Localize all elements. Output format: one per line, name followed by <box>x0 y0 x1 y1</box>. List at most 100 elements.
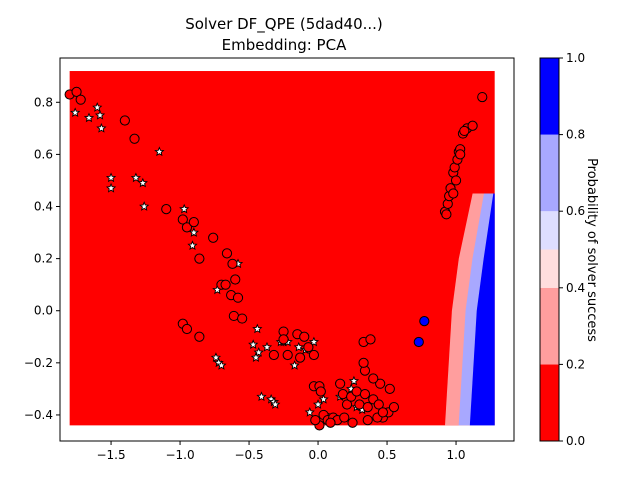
red-point <box>335 378 346 389</box>
red-point <box>227 258 238 269</box>
red-point <box>339 412 350 423</box>
red-point <box>388 402 400 413</box>
red-point <box>71 86 82 97</box>
star-point <box>179 203 190 214</box>
red-point <box>181 222 193 233</box>
y-tick-label: 0.4 <box>34 200 53 214</box>
plot-frame <box>59 57 515 442</box>
red-point <box>194 253 205 264</box>
star-point <box>130 172 142 183</box>
star-point <box>92 102 103 112</box>
colorbar-band <box>540 287 559 365</box>
red-point <box>194 331 205 342</box>
red-point <box>282 349 293 361</box>
colorbar-band <box>540 211 559 250</box>
y-tick-label: 0.6 <box>34 147 53 161</box>
colorbar-band <box>540 134 559 212</box>
colorbar-tick-label: 0.0 <box>566 434 585 448</box>
red-point <box>129 133 140 144</box>
red-point <box>384 383 395 394</box>
red-point <box>237 313 248 324</box>
red-point <box>220 279 231 290</box>
star-point <box>94 109 106 120</box>
star-point <box>253 347 264 357</box>
red-point <box>325 417 336 428</box>
star-point <box>187 240 198 250</box>
x-axis: −1.5 −1.0 −0.5 0.0 0.5 1.0 <box>96 441 466 462</box>
star-point <box>318 393 329 404</box>
red-point <box>347 417 358 428</box>
star-point <box>248 339 259 349</box>
red-point <box>368 373 379 384</box>
red-point <box>362 415 373 426</box>
field-high-region <box>469 193 495 426</box>
red-point <box>459 125 470 137</box>
red-point <box>365 334 376 345</box>
star-point <box>96 122 107 133</box>
star-point <box>252 323 263 334</box>
y-tick-label: 0.8 <box>34 95 53 109</box>
x-tick-label: 1.0 <box>446 448 465 462</box>
chart-subtitle: Embedding: PCA <box>222 36 347 54</box>
blue-point <box>419 316 430 327</box>
star-point <box>70 107 81 118</box>
red-point <box>441 209 452 220</box>
colorbar-frame <box>539 57 560 442</box>
star-point <box>139 201 150 211</box>
red-point <box>208 232 219 243</box>
red-point <box>359 389 371 400</box>
star-point <box>304 406 315 417</box>
red-point <box>161 204 172 215</box>
star-point <box>250 352 262 362</box>
red-point <box>230 274 241 285</box>
y-tick-label: −0.2 <box>24 356 53 370</box>
red-point <box>377 407 389 418</box>
star-point <box>83 112 95 123</box>
colorbar-tick-label: 0.4 <box>566 281 585 295</box>
star-point <box>256 391 267 402</box>
colorbar-tick-label: 0.6 <box>566 204 585 218</box>
red-point <box>181 323 193 335</box>
colorbar-band <box>540 364 559 441</box>
colorbar-band <box>540 249 559 288</box>
y-axis: −0.4 −0.2 0.0 0.2 0.4 0.6 0.8 <box>24 95 60 422</box>
star-point <box>216 360 227 370</box>
chart-title: Solver DF_QPE (5dad40...) <box>185 15 383 34</box>
colorbar-tick-label: 1.0 <box>566 51 585 65</box>
red-point <box>188 217 199 228</box>
red-point <box>450 175 462 186</box>
red-point <box>448 188 459 199</box>
star-point <box>188 227 199 237</box>
scatter-points <box>64 86 488 431</box>
colorbar-tick-label: 0.2 <box>566 357 585 371</box>
x-tick-label: 0.5 <box>377 448 396 462</box>
colorbar-band <box>540 58 559 135</box>
star-point <box>348 375 360 386</box>
star-point <box>137 177 148 188</box>
probability-surface <box>69 71 495 426</box>
y-tick-label: 0.0 <box>34 304 53 318</box>
colorbar-label: Probability of solver success <box>584 158 599 342</box>
red-point <box>278 334 289 345</box>
red-point <box>315 386 326 397</box>
red-point <box>358 357 369 368</box>
red-point <box>467 120 478 131</box>
field-low-region <box>69 71 495 426</box>
red-point <box>477 91 488 103</box>
red-point <box>221 248 233 259</box>
x-tick-label: 0.0 <box>309 448 328 462</box>
x-tick-label: −0.5 <box>234 448 263 462</box>
colorbar <box>539 57 560 442</box>
star-point <box>289 360 300 370</box>
star-point <box>105 172 117 183</box>
y-tick-label: −0.4 <box>24 408 53 422</box>
red-point <box>308 349 320 361</box>
red-point <box>295 352 306 363</box>
red-point <box>268 349 279 361</box>
red-point <box>119 115 130 126</box>
red-point <box>362 402 373 413</box>
star-point <box>270 399 281 409</box>
x-tick-label: −1.5 <box>96 448 125 462</box>
red-point <box>375 378 386 389</box>
